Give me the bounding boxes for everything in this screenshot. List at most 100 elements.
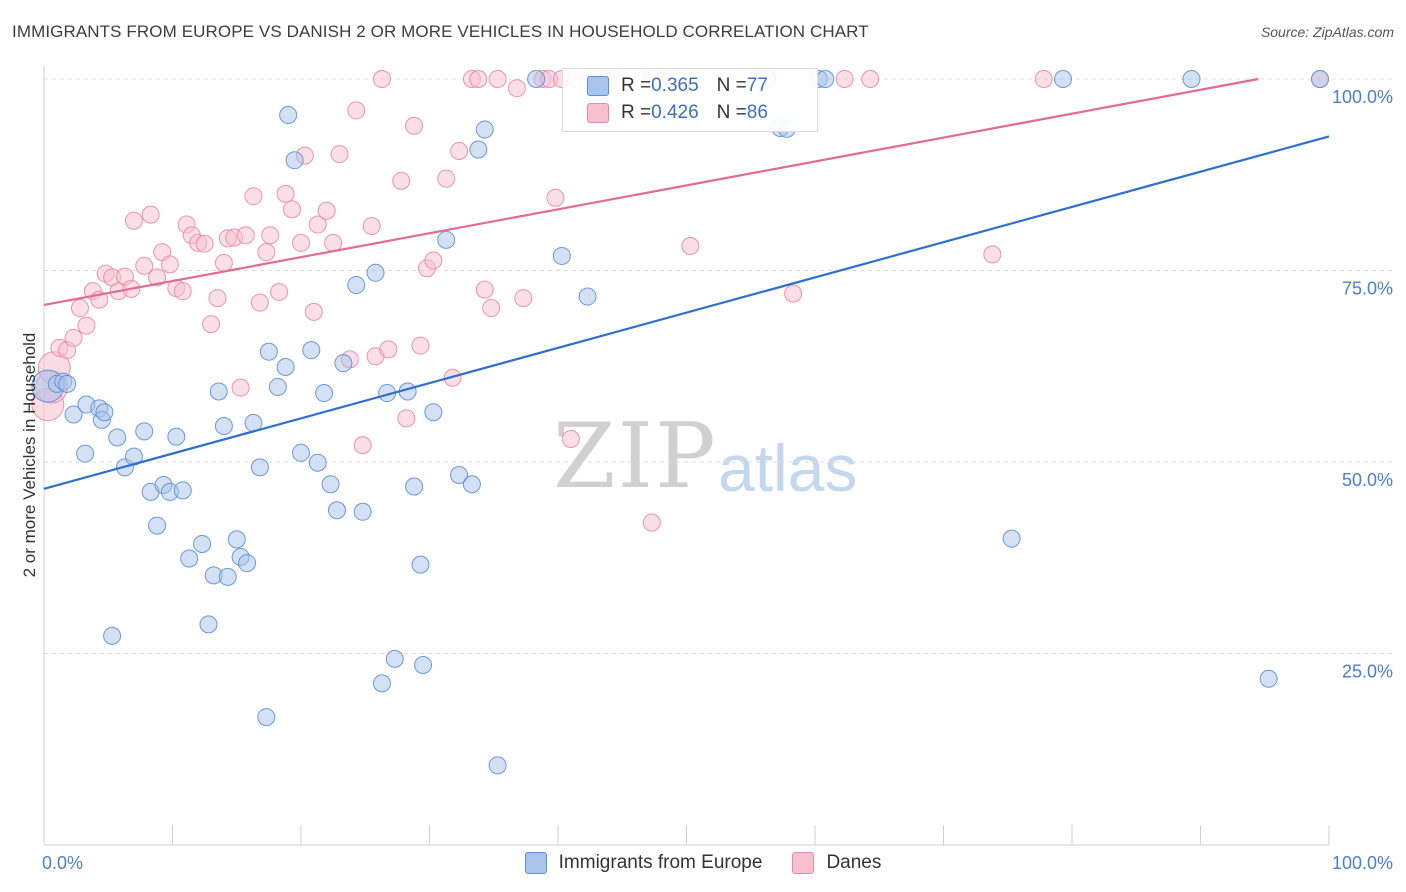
europe-point xyxy=(148,516,167,535)
danes-point xyxy=(283,200,302,219)
n-value: 77 xyxy=(746,75,768,96)
danes-point xyxy=(861,70,880,88)
europe-point xyxy=(259,342,278,361)
europe-point xyxy=(1259,669,1278,688)
europe-point xyxy=(488,756,507,775)
europe-point xyxy=(372,674,391,693)
europe-point xyxy=(366,263,385,282)
danes-point xyxy=(488,70,507,88)
europe-point xyxy=(218,567,237,586)
europe-trend-line xyxy=(43,135,1330,490)
danes-point xyxy=(353,436,372,455)
legend-item-danes[interactable]: Danes xyxy=(792,852,881,874)
europe-point xyxy=(199,615,218,634)
danes-point xyxy=(148,268,167,287)
danes-point xyxy=(507,79,526,98)
europe-point xyxy=(315,384,334,403)
r-label: R = xyxy=(621,102,652,123)
danes-point xyxy=(141,205,160,224)
bottom-legend: Immigrants from Europe Danes xyxy=(0,852,1406,874)
danes-point xyxy=(784,284,803,303)
trend-lines xyxy=(43,77,1330,490)
europe-point xyxy=(385,649,404,668)
europe-point xyxy=(58,374,77,393)
danes-point xyxy=(214,253,233,272)
danes-point xyxy=(195,234,214,253)
danes-point xyxy=(347,101,366,120)
legend-label-danes: Danes xyxy=(826,852,882,873)
danes-point xyxy=(983,245,1002,264)
europe-point xyxy=(462,475,481,494)
legend-label-europe: Immigrants from Europe xyxy=(558,852,763,873)
europe-point xyxy=(279,106,298,125)
europe-point xyxy=(238,554,257,573)
danes-point xyxy=(231,378,250,397)
europe-point xyxy=(414,655,433,674)
europe-point xyxy=(347,276,366,295)
danes-point xyxy=(236,226,255,245)
danes-point xyxy=(411,336,430,355)
danes-point xyxy=(304,302,323,321)
n-label: N = xyxy=(716,75,747,96)
danes-point xyxy=(324,233,343,252)
danes-point xyxy=(276,184,295,203)
danes-point xyxy=(1034,70,1053,88)
chart-title: IMMIGRANTS FROM EUROPE VS DANISH 2 OR MO… xyxy=(12,22,869,41)
danes-point xyxy=(292,233,310,252)
europe-point xyxy=(227,530,246,549)
europe-point xyxy=(95,403,114,422)
danes-point xyxy=(450,142,469,161)
danes-point xyxy=(124,211,143,230)
r-value: 0.426 xyxy=(651,102,699,123)
danes-point xyxy=(308,215,327,234)
danes-point xyxy=(173,282,192,301)
europe-point xyxy=(64,405,83,424)
danes-trend-line xyxy=(43,77,1259,307)
europe-point xyxy=(411,555,430,574)
danes-point xyxy=(397,409,416,428)
y-tick-label: 75.0% xyxy=(1342,279,1393,299)
danes-point xyxy=(330,145,349,164)
danes-point xyxy=(379,340,398,359)
x-tick-label: 0.0% xyxy=(42,853,83,873)
danes-point xyxy=(835,70,854,88)
danes-point xyxy=(681,236,700,255)
danes-point xyxy=(202,315,221,334)
stats-row-europe: R = 0.365 N = 77 xyxy=(587,73,768,99)
europe-point xyxy=(193,534,212,553)
europe-point xyxy=(405,477,424,496)
danes-point xyxy=(437,169,456,188)
europe-point xyxy=(527,70,546,88)
legend-item-europe[interactable]: Immigrants from Europe xyxy=(524,852,763,874)
danes-point xyxy=(482,299,501,318)
data-points xyxy=(31,70,1330,775)
europe-point xyxy=(214,416,233,435)
europe-point xyxy=(257,708,276,727)
danes-point xyxy=(64,328,83,347)
europe-point xyxy=(353,502,372,521)
europe-point xyxy=(816,70,835,88)
y-tick-label: 50.0% xyxy=(1342,470,1393,490)
europe-point xyxy=(308,453,327,472)
europe-point xyxy=(167,427,186,446)
danes-point xyxy=(372,70,391,88)
europe-point xyxy=(424,403,443,422)
x-tick-label: 100.0% xyxy=(1332,853,1393,873)
europe-point xyxy=(1054,70,1073,88)
stats-row-danes: R = 0.426 N = 86 xyxy=(587,100,768,126)
danes-point xyxy=(317,201,336,220)
europe-point xyxy=(469,140,488,159)
n-value: 86 xyxy=(746,102,768,123)
axes xyxy=(43,66,1330,846)
europe-point xyxy=(1311,70,1330,88)
danes-point xyxy=(261,226,280,245)
europe-point xyxy=(250,458,269,477)
danes-point xyxy=(546,188,565,207)
europe-point xyxy=(1182,70,1201,88)
europe-point xyxy=(276,358,295,377)
danes-point xyxy=(257,243,276,262)
europe-point xyxy=(334,354,353,373)
watermark-zip: ZIP xyxy=(553,404,718,509)
europe-point xyxy=(327,501,346,520)
danes-point xyxy=(362,217,381,236)
